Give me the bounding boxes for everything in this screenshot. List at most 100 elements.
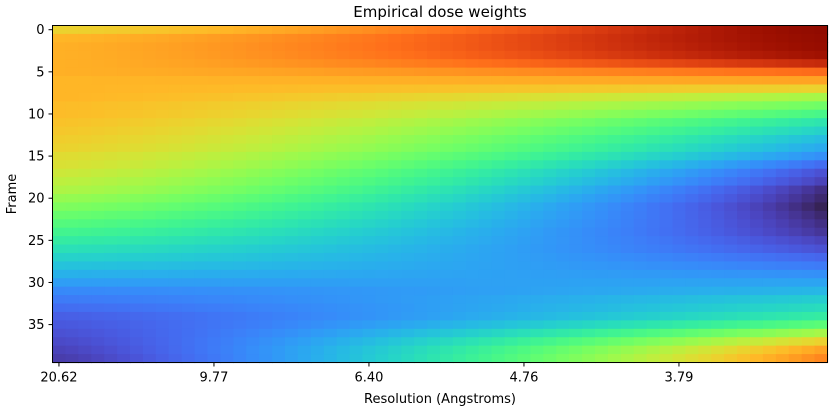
heatmap-cell [117, 320, 131, 330]
heatmap-cell [504, 101, 519, 111]
heatmap-cell [737, 92, 751, 102]
heatmap-cell [801, 25, 816, 35]
heatmap-cell [414, 278, 428, 288]
heatmap-cell [452, 219, 467, 229]
heatmap-cell [569, 118, 583, 128]
heatmap-cell [388, 59, 402, 69]
heatmap-cell [181, 269, 196, 279]
heatmap-cell [672, 25, 687, 35]
heatmap-cell [672, 33, 687, 43]
heatmap-cell [117, 185, 131, 195]
heatmap-cell [285, 168, 299, 178]
heatmap-cell [155, 236, 170, 246]
heatmap-cell [65, 337, 79, 347]
heatmap-cell [737, 252, 751, 263]
heatmap-cell [233, 311, 247, 321]
heatmap-cell [801, 42, 816, 52]
heatmap-cell [285, 337, 299, 347]
heatmap-cell [788, 126, 803, 136]
heatmap-cell [362, 101, 377, 111]
heatmap-cell [272, 168, 286, 178]
heatmap-cell [711, 76, 725, 86]
heatmap-cell [207, 185, 222, 195]
heatmap-cell [388, 177, 402, 187]
heatmap-cell [130, 101, 144, 111]
heatmap-cell [775, 337, 790, 347]
heatmap-cell [698, 25, 712, 35]
heatmap-cell [750, 50, 764, 60]
heatmap-cell [375, 337, 389, 347]
heatmap-cell [724, 59, 738, 69]
heatmap-cell [814, 92, 829, 102]
heatmap-cell [659, 92, 674, 102]
heatmap-cell [775, 135, 790, 145]
heatmap-cell [801, 261, 816, 271]
heatmap-cell [504, 278, 519, 288]
heatmap-cell [633, 84, 648, 94]
heatmap-cell [246, 202, 260, 212]
heatmap-cell [388, 143, 402, 153]
heatmap-cell [388, 101, 402, 111]
heatmap-cell [117, 269, 131, 279]
heatmap-cell [207, 320, 222, 330]
heatmap-cell [556, 109, 570, 119]
heatmap-cell [259, 345, 273, 355]
heatmap-cell [78, 185, 92, 195]
heatmap-cell [517, 202, 532, 212]
heatmap-cell [91, 337, 105, 347]
heatmap-cell [775, 311, 790, 321]
heatmap-cell [646, 42, 661, 52]
heatmap-cell [672, 345, 687, 355]
heatmap-cell [181, 160, 196, 170]
heatmap-cell [142, 278, 157, 288]
heatmap-cell [801, 151, 816, 161]
heatmap-cell [414, 202, 428, 212]
heatmap-cell [530, 42, 544, 52]
heatmap-cell [504, 177, 519, 187]
heatmap-cell [220, 160, 234, 170]
heatmap-cell [181, 210, 196, 220]
heatmap-cell [465, 109, 480, 119]
heatmap-cell [801, 67, 816, 77]
heatmap-cell [530, 227, 544, 237]
heatmap-cell [530, 311, 544, 321]
heatmap-cell [530, 143, 544, 153]
heatmap-cell [194, 135, 209, 145]
heatmap-cell [775, 84, 790, 94]
heatmap-cell [762, 261, 777, 271]
heatmap-cell [750, 76, 764, 86]
heatmap-cell [775, 76, 790, 86]
heatmap-cell [220, 210, 234, 220]
heatmap-cell [362, 269, 377, 279]
heatmap-cell [452, 109, 467, 119]
heatmap-cell [750, 33, 764, 43]
heatmap-cell [375, 42, 389, 52]
heatmap-cell [414, 50, 428, 60]
x-axis-ticks: 20.62 9.77 6.40 4.76 3.79 [40, 362, 693, 386]
heatmap-cell [801, 118, 816, 128]
heatmap-cell [478, 25, 493, 35]
heatmap-cell [78, 219, 92, 229]
heatmap-cell [595, 278, 609, 288]
heatmap-cell [556, 311, 570, 321]
heatmap-cell [452, 76, 467, 86]
heatmap-cell [659, 101, 674, 111]
heatmap-cell [698, 50, 712, 60]
heatmap-cell [737, 168, 751, 178]
heatmap-cell [543, 67, 557, 77]
heatmap-cell [130, 194, 144, 204]
heatmap-cell [814, 25, 829, 35]
heatmap-cell [750, 59, 764, 69]
heatmap-cell [737, 143, 751, 153]
heatmap-cell [130, 185, 144, 195]
heatmap-cell [142, 92, 157, 102]
heatmap-cell [142, 236, 157, 246]
heatmap-cell [414, 126, 428, 136]
heatmap-cell [104, 227, 118, 237]
heatmap-cell [233, 202, 247, 212]
heatmap-cell [556, 59, 570, 69]
heatmap-cell [285, 278, 299, 288]
heatmap-cell [117, 76, 131, 86]
heatmap-cell [130, 76, 144, 86]
heatmap-cell [711, 320, 725, 330]
